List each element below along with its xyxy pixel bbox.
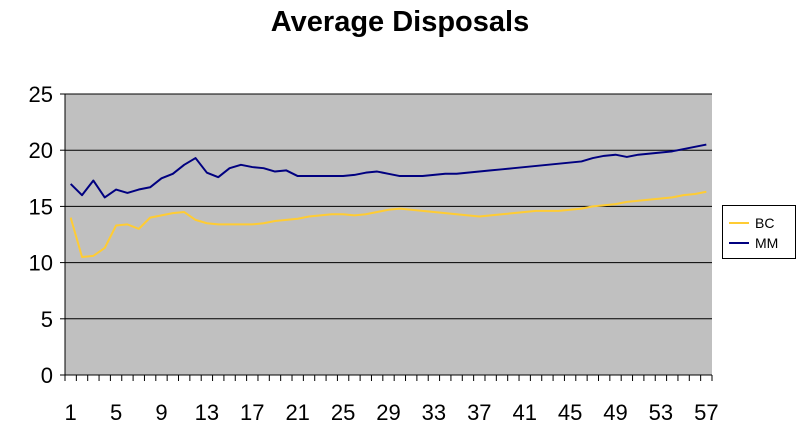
series-lines — [69, 143, 707, 258]
legend-item-bc: BC — [729, 213, 774, 233]
x-tick-label: 37 — [467, 400, 491, 425]
legend-item-mm: MM — [729, 233, 778, 253]
x-tick-label: 21 — [285, 400, 309, 425]
x-tick-label: 29 — [376, 400, 400, 425]
x-tick-label: 1 — [65, 400, 77, 425]
y-tick-label: 0 — [41, 363, 53, 388]
x-tick-label: 45 — [558, 400, 582, 425]
x-tick-label: 49 — [603, 400, 627, 425]
y-tick-label: 20 — [29, 138, 53, 163]
x-tick-label: 41 — [512, 400, 536, 425]
x-tick-label: 5 — [110, 400, 122, 425]
y-tick-label: 5 — [41, 307, 53, 332]
x-tick-label: 57 — [694, 400, 718, 425]
chart-title: Average Disposals — [270, 6, 530, 38]
x-tick-label: 33 — [422, 400, 446, 425]
x-tick-label: 53 — [649, 400, 673, 425]
x-tick-label: 13 — [195, 400, 219, 425]
legend-swatch-bc — [729, 222, 749, 224]
legend: BC MM — [722, 205, 796, 259]
legend-label-bc: BC — [755, 215, 775, 231]
x-tick-label: 9 — [155, 400, 167, 425]
plot-area — [65, 94, 712, 375]
legend-label-mm: MM — [755, 235, 779, 251]
series-line-bc — [69, 190, 707, 258]
x-axis-ticks: 1 5 9 13 17 21 25 29 33 37 41 45 49 53 57 — [64, 375, 719, 425]
y-tick-label: 10 — [29, 251, 53, 276]
y-tick-label: 15 — [29, 194, 53, 219]
y-axis-ticks: 0 5 10 15 20 25 — [29, 82, 65, 388]
y-tick-label: 25 — [29, 82, 53, 107]
x-tick-label: 17 — [240, 400, 264, 425]
x-tick-label: 25 — [331, 400, 355, 425]
series-line-mm — [69, 143, 707, 199]
gridlines — [65, 93, 712, 320]
legend-swatch-mm — [729, 242, 749, 244]
